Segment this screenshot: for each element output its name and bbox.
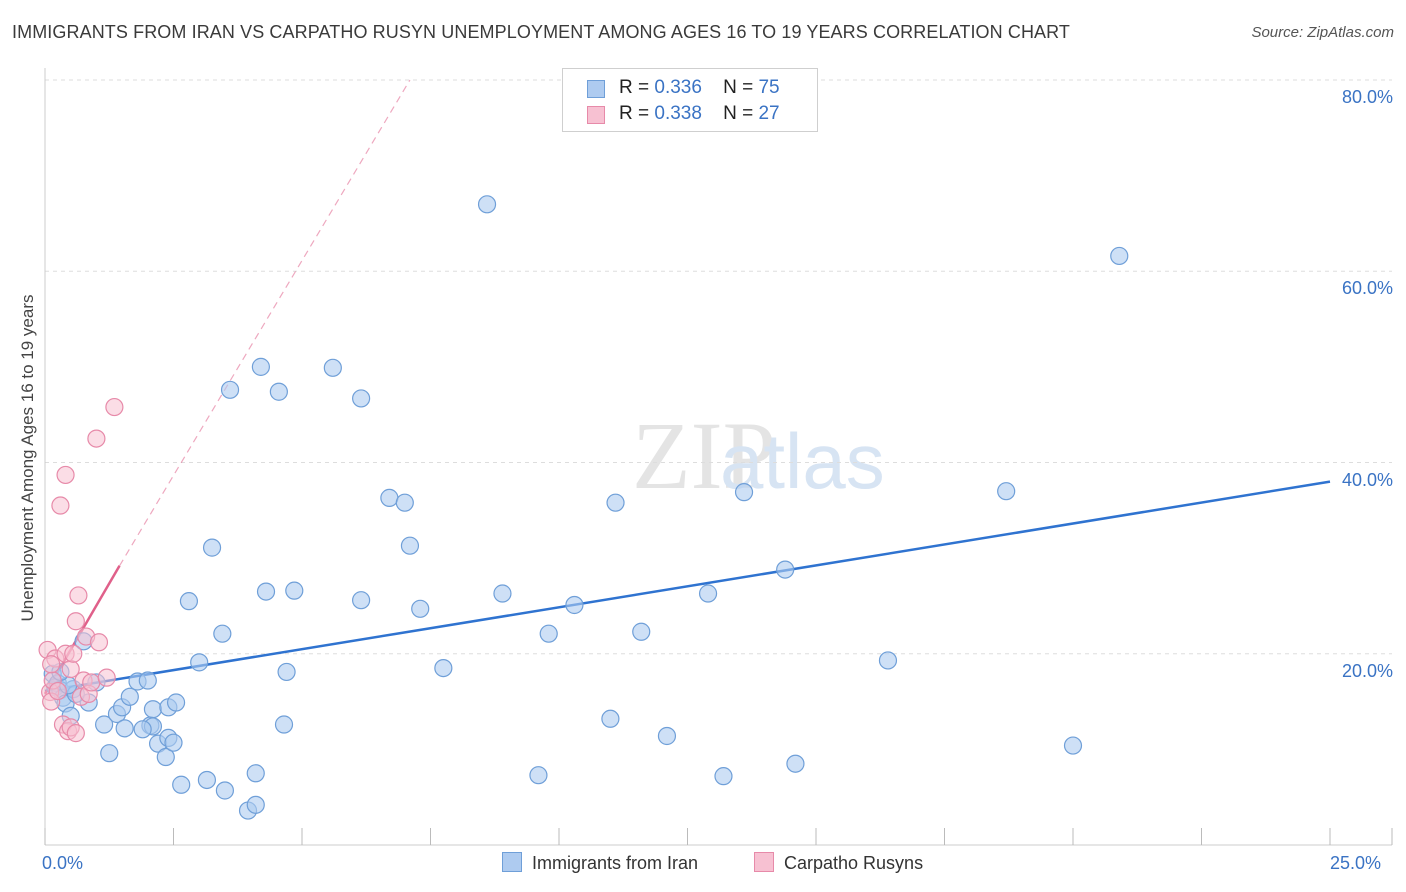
- iran-point: [100, 744, 119, 763]
- iran-point: [657, 726, 677, 746]
- iran-point: [734, 483, 754, 502]
- rusyn-point: [66, 724, 85, 743]
- iran-point: [179, 592, 199, 611]
- iran-point: [213, 624, 232, 643]
- y-tick-label-80: 80.0%: [1341, 87, 1393, 107]
- iran-point: [323, 358, 342, 377]
- iran-point: [95, 715, 114, 734]
- iran-point: [606, 493, 625, 512]
- iran-point: [256, 582, 276, 601]
- iran-point: [143, 700, 163, 719]
- iran-point: [156, 747, 175, 767]
- iran-point: [269, 382, 288, 401]
- rusyn-point: [56, 465, 75, 485]
- legend-swatch-rusyn: [587, 106, 605, 124]
- iran-point: [997, 482, 1016, 501]
- iran-point: [529, 766, 548, 785]
- gridlines: [45, 79, 1392, 655]
- iran-point: [138, 671, 157, 690]
- iran-point: [493, 584, 512, 603]
- iran-point: [115, 719, 134, 738]
- stats-legend: R = 0.336 N = 75 R = 0.338 N = 27: [562, 68, 818, 132]
- rusyn-point: [105, 397, 124, 417]
- iran-point: [215, 781, 234, 800]
- iran-point: [164, 733, 183, 752]
- chart-title: IMMIGRANTS FROM IRAN VS CARPATHO RUSYN U…: [12, 22, 1071, 42]
- bottom-legend-label-iran: Immigrants from Iran: [532, 853, 699, 873]
- iran-point: [565, 595, 584, 615]
- iran-point: [477, 195, 497, 214]
- legend-n-value-rusyn: 27: [758, 103, 780, 124]
- iran-point: [246, 764, 265, 783]
- bottom-legend-swatch-iran: [502, 852, 522, 872]
- iran-point: [411, 599, 430, 618]
- y-tick-label-20: 20.0%: [1341, 660, 1393, 681]
- bottom-legend-label-rusyn: Carpatho Rusyns: [784, 853, 924, 873]
- bottom-legend-iran: Immigrants from Iran: [502, 852, 698, 874]
- iran-point: [220, 380, 240, 399]
- iran-point: [380, 488, 399, 507]
- rusyn-point: [51, 496, 70, 515]
- iran-point: [714, 767, 733, 786]
- iran-point: [400, 536, 420, 555]
- iran-point: [539, 624, 558, 643]
- iran-point: [251, 357, 270, 376]
- iran-point: [698, 584, 718, 603]
- y-tick-label-60: 60.0%: [1341, 278, 1393, 299]
- rusyn-point: [82, 673, 101, 692]
- iran-point: [352, 591, 371, 610]
- iran-point: [197, 770, 217, 790]
- iran-point: [632, 622, 651, 641]
- iran-point: [352, 389, 371, 408]
- iran-point: [786, 754, 805, 773]
- rusyn-point: [89, 633, 109, 652]
- rusyn-point: [48, 681, 67, 701]
- iran-point: [274, 715, 294, 734]
- iran-point: [776, 560, 795, 579]
- iran-point: [172, 775, 191, 794]
- iran-point: [434, 658, 453, 678]
- iran-point: [395, 493, 414, 512]
- legend-n-value-iran: 75: [758, 77, 780, 98]
- rusyn-point: [69, 586, 88, 605]
- iran-point: [133, 720, 152, 739]
- rusyn-point: [87, 429, 106, 448]
- legend-r-value-rusyn: 0.338: [654, 103, 702, 124]
- legend-r-label: R =: [619, 77, 650, 98]
- iran-point: [285, 581, 304, 600]
- iran-point: [190, 653, 209, 672]
- rusyn-point: [97, 668, 116, 687]
- bottom-legend-swatch-rusyn: [754, 852, 774, 872]
- iran-point: [202, 538, 222, 557]
- iran-point: [601, 709, 620, 728]
- iran-point: [246, 795, 265, 814]
- x-tick-label-min: 0.0%: [42, 853, 84, 873]
- rusyn-point: [64, 644, 83, 663]
- legend-n-label: N =: [723, 103, 754, 124]
- legend-n-label: N =: [723, 77, 754, 98]
- data-points: [38, 195, 1129, 820]
- bottom-legend-rusyn: Carpatho Rusyns: [754, 852, 923, 874]
- iran-point: [120, 687, 139, 706]
- iran-point: [277, 662, 296, 682]
- rusyn-point: [42, 655, 61, 674]
- iran-point: [1063, 736, 1083, 755]
- iran-point: [166, 693, 186, 712]
- legend-r-label: R =: [619, 103, 650, 124]
- rusyn-trend-extension: [119, 79, 411, 567]
- iran-trend-line: [44, 480, 1331, 693]
- iran-point: [1110, 246, 1129, 266]
- source-label: Source: ZipAtlas.com: [1251, 24, 1394, 41]
- axes: [44, 68, 1393, 846]
- y-tick-label-40: 40.0%: [1341, 469, 1393, 490]
- x-tick-label-max: 25.0%: [1330, 853, 1382, 873]
- rusyn-point: [66, 612, 85, 631]
- legend-r-value-iran: 0.336: [654, 77, 702, 98]
- legend-swatch-iran: [587, 80, 605, 98]
- iran-point: [878, 651, 898, 670]
